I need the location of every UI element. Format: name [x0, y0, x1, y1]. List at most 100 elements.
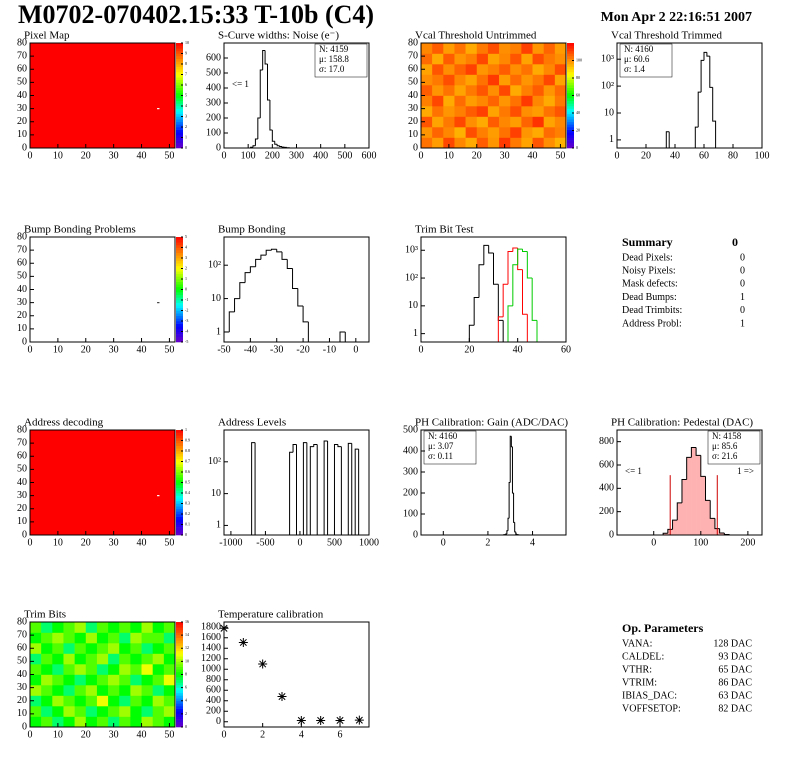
heatmap-cell [454, 127, 466, 138]
heatmap-cell [476, 64, 489, 75]
histogram-bin [706, 52, 710, 57]
y-tick-label: 20 [408, 116, 418, 127]
histogram-bin [712, 87, 717, 148]
colorbar-swatch [176, 661, 183, 665]
colorbar-swatch [176, 121, 183, 125]
x-tick-label: 0 [615, 150, 620, 161]
op-label: IBIAS_DAC: [622, 690, 677, 701]
colorbar-tick-label: 4 [185, 698, 187, 703]
heatmap-cell [163, 632, 176, 644]
summary-title: Summary [622, 235, 673, 249]
heatmap-cell [443, 137, 455, 149]
heatmap-cell [52, 664, 64, 675]
heatmap-cell [432, 64, 444, 75]
y-tick-label: 70 [408, 50, 418, 61]
summary-label: Mask defects: [622, 279, 678, 290]
histogram-bin [269, 100, 273, 131]
x-tick-label: 0 [28, 344, 33, 355]
colorbar-swatch [567, 137, 574, 141]
histogram-bin [337, 444, 342, 448]
op-label: CALDEL: [622, 651, 664, 662]
heatmap-cell [85, 674, 98, 686]
y-tick-label: 10 [211, 488, 221, 499]
histogram-bin [265, 249, 272, 256]
histogram-fill [663, 533, 668, 535]
x-tick-label: 50 [164, 537, 174, 548]
heatmap-cell [421, 43, 433, 54]
heatmap-cell [152, 716, 165, 728]
y-tick-label: 1800 [201, 622, 221, 633]
colorbar-swatch [176, 650, 183, 654]
colorbar-swatch [567, 43, 574, 46]
heatmap-cell [141, 695, 153, 707]
y-tick-label: 40 [408, 90, 418, 101]
heatmap-cell [108, 632, 120, 644]
heatmap-cell [141, 706, 153, 717]
colorbar-swatch [567, 79, 574, 83]
colorbar-tick-label: 0 [185, 724, 187, 729]
colorbar-swatch [176, 318, 183, 322]
y-tick-label: 10³ [601, 53, 614, 64]
y-tick-label: 0 [413, 142, 418, 153]
heatmap-cell [532, 116, 544, 128]
heatmap-cell [554, 106, 567, 117]
heatmap-cell [476, 106, 489, 117]
colorbar-tick-label: 20 [576, 127, 580, 132]
colorbar-swatch [176, 239, 183, 243]
panel-title: Bump Bonding Problems [24, 224, 136, 236]
histogram-bin [676, 502, 682, 521]
heatmap-cell [41, 716, 53, 728]
histogram-fill [677, 502, 682, 535]
heatmap-cell [52, 674, 64, 686]
y-tick-label: 400 [206, 82, 221, 93]
heatmap-cell [152, 695, 165, 707]
histogram-bin [719, 528, 725, 534]
colorbar-swatch [176, 305, 183, 309]
colorbar-swatch [176, 326, 183, 330]
heatmap-cell [74, 706, 87, 717]
histogram-bin [254, 138, 258, 146]
y-tick-label: 80 [17, 37, 27, 48]
y-tick-label: 0 [216, 716, 221, 727]
colorbar-swatch [567, 100, 574, 104]
colorbar-swatch [176, 674, 183, 678]
heatmap-cell [163, 664, 176, 675]
y-tick-label: 30 [17, 682, 27, 693]
colorbar-swatch [176, 71, 183, 75]
colorbar-swatch [176, 451, 183, 454]
colorbar-swatch [176, 629, 183, 633]
heatmap-cell [119, 674, 131, 686]
heatmap-cell [30, 664, 42, 675]
colorbar-swatch [176, 622, 183, 625]
colorbar-tick-label: 10 [185, 40, 189, 45]
summary-value: 1 [740, 318, 745, 329]
x-tick-label: 30 [109, 729, 119, 740]
heatmap-cell [465, 95, 478, 107]
colorbar-swatch [567, 121, 574, 125]
heatmap-cell [41, 653, 53, 665]
colorbar-swatch [176, 677, 183, 681]
x-tick-label: -40 [244, 344, 257, 355]
x-tick-label: 50 [555, 150, 565, 161]
heatmap-cell [30, 653, 42, 665]
heatmap-cell [52, 632, 64, 644]
colorbar-swatch [176, 464, 183, 468]
heatmap-cell [510, 137, 522, 149]
heatmap-cell [465, 106, 478, 117]
colorbar-swatch [567, 64, 574, 67]
histogram-bin [292, 444, 297, 453]
heatmap-cell [41, 695, 53, 707]
heatmap-cell [63, 695, 75, 707]
colorbar-swatch [176, 687, 183, 691]
colorbar-swatch [567, 61, 574, 65]
heatmap-cell [130, 622, 142, 633]
colorbar-swatch [176, 669, 183, 673]
heatmap-cell [421, 53, 433, 65]
colorbar-swatch [176, 682, 183, 686]
y-tick-label: 0 [22, 721, 27, 732]
y-tick-label: 0 [413, 529, 418, 540]
plot-frame [420, 236, 567, 343]
histogram-bin [694, 126, 699, 148]
colorbar-swatch [176, 260, 183, 264]
heatmap-cell [443, 53, 455, 65]
